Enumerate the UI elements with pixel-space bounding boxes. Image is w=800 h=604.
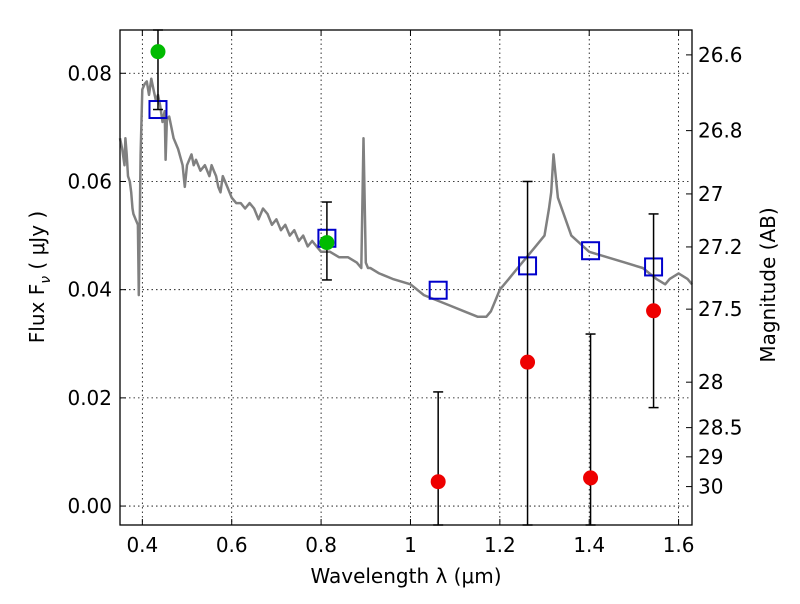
x-tick-label: 1.6	[663, 533, 695, 557]
x-tick-label: 1.4	[573, 533, 605, 557]
y-axis-label: Flux Fν ( μJy )	[25, 211, 54, 343]
model-flux-square	[428, 280, 448, 300]
y-axis-label-prefix: Flux F	[25, 284, 49, 343]
right-tick-label: 26.8	[698, 119, 743, 143]
right-tick-label: 30	[698, 475, 723, 499]
right-axis-label: Magnitude (AB)	[756, 207, 780, 362]
observed-flux-point	[150, 44, 166, 60]
plot-frame	[119, 29, 693, 526]
observed-flux-point	[430, 474, 446, 490]
data-layer	[118, 29, 693, 526]
y-tick-label: 0.00	[67, 494, 112, 518]
grid	[120, 30, 692, 525]
x-tick-label: 1	[404, 533, 417, 557]
observed-flux-point	[646, 303, 662, 319]
y-tick-label: 0.02	[67, 386, 112, 410]
right-tick-label: 28.5	[698, 416, 743, 440]
y-tick-label: 0.04	[67, 278, 112, 302]
observed-flux-point	[319, 235, 335, 251]
right-tick-label: 29	[698, 445, 723, 469]
observed-flux-point	[520, 354, 536, 370]
x-tick-label: 0.6	[216, 533, 248, 557]
right-tick-label: 27	[698, 182, 723, 206]
x-tick-label: 1.2	[484, 533, 516, 557]
y-axis-label-sub: ν	[38, 276, 54, 284]
right-tick-label: 28	[698, 370, 723, 394]
right-tick-label: 26.6	[698, 43, 743, 67]
observed-flux-point	[583, 470, 599, 486]
model-spectrum-line	[118, 77, 693, 318]
y-axis-label-suffix: ( μJy )	[25, 211, 49, 276]
model-flux-square	[581, 241, 601, 261]
ticks: 0.4 0.6 0.8 1 1.2 1.4 1.6 0.00 0.02 0.04 0.06 0.08 2…	[67, 30, 743, 557]
x-tick-label: 0.4	[126, 533, 158, 557]
x-axis-label: Wavelength λ (μm)	[310, 564, 501, 588]
right-tick-label: 27.2	[698, 235, 743, 259]
y-tick-label: 0.08	[67, 61, 112, 85]
right-tick-label: 27.5	[698, 297, 743, 321]
x-tick-label: 0.8	[305, 533, 337, 557]
y-tick-label: 0.06	[67, 169, 112, 193]
